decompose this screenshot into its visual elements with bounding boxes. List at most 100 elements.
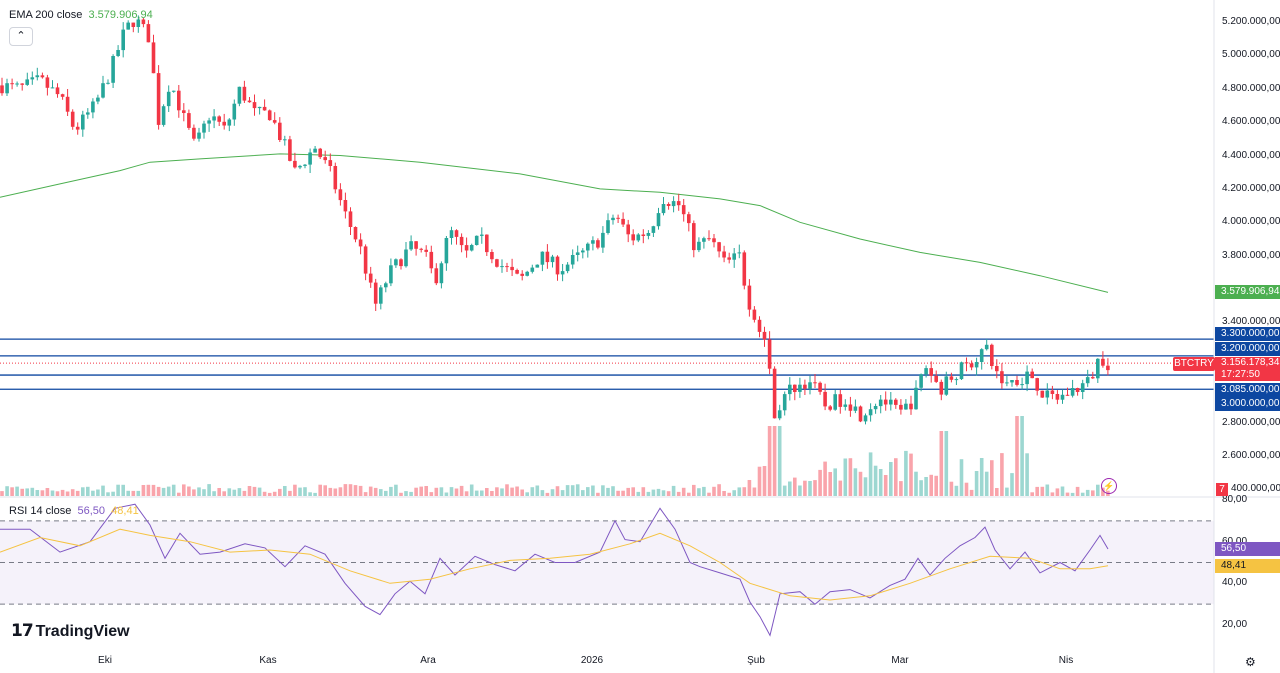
volume-bar — [889, 462, 893, 496]
candle-body — [111, 56, 115, 83]
candle-body — [914, 387, 918, 410]
volume-bar — [1075, 486, 1080, 496]
volume-bar — [182, 484, 186, 496]
candle-body — [166, 91, 171, 107]
candle-body — [954, 379, 959, 381]
time-axis-label: Eki — [98, 655, 112, 666]
candle-body — [505, 266, 509, 268]
candle-body — [899, 404, 903, 410]
candle-body — [550, 256, 555, 263]
volume-bar — [469, 484, 474, 496]
volume-bar — [454, 488, 459, 496]
candle-body — [979, 349, 984, 362]
candle-body — [995, 366, 999, 372]
candle-body — [661, 204, 666, 214]
lightning-icon[interactable]: ⚡ — [1101, 478, 1117, 494]
volume-bar — [136, 490, 141, 496]
candle-body — [70, 111, 75, 127]
candle-body — [813, 382, 817, 384]
volume-bar — [131, 490, 136, 496]
volume-bar — [70, 489, 75, 496]
volume-bar — [1085, 489, 1090, 496]
candle-body — [737, 252, 742, 254]
candle-body — [136, 19, 141, 27]
candle-body — [974, 362, 979, 368]
volume-bar — [838, 480, 843, 496]
volume-bar — [813, 480, 817, 496]
volume-bar — [449, 487, 454, 496]
candle-body — [333, 166, 338, 190]
volume-bar — [565, 485, 570, 496]
volume-bar — [692, 484, 696, 496]
volume-bar — [303, 487, 307, 496]
candle-body — [732, 253, 736, 260]
volume-bar — [333, 488, 338, 496]
volume-bar — [697, 488, 701, 496]
volume-bar — [843, 458, 848, 496]
volume-bar — [252, 486, 257, 496]
time-axis-label: Kas — [259, 655, 277, 666]
chevron-up-icon: ⌃ — [16, 30, 26, 42]
volume-bar — [45, 488, 50, 496]
candle-body — [328, 160, 333, 166]
candle-body — [878, 399, 883, 407]
candle-body — [379, 287, 383, 304]
tradingview-logo[interactable]: 𝟭𝟳 TradingView — [11, 621, 130, 641]
volume-bar — [96, 489, 100, 496]
candle-body — [308, 152, 312, 165]
candle-body — [596, 240, 600, 248]
ema-legend[interactable]: EMA 200 close 3.579.906,94 — [9, 9, 153, 21]
candle-body — [1005, 382, 1009, 384]
candle-body — [894, 399, 898, 405]
candle-body — [803, 384, 807, 389]
candle-body — [904, 403, 908, 410]
candle-body — [641, 234, 646, 236]
candle-body — [429, 251, 434, 269]
volume-bar — [485, 488, 489, 496]
volume-bar — [520, 489, 524, 496]
candle-body — [586, 243, 590, 251]
volume-bar — [793, 477, 797, 496]
volume-bar — [853, 468, 858, 496]
candle-body — [373, 282, 378, 304]
price-axis-label-2400000: 400.000,00 — [1231, 483, 1280, 494]
volume-bar — [939, 431, 944, 496]
volume-bar — [979, 458, 984, 496]
volume-bar — [343, 484, 348, 496]
candle-body — [252, 102, 257, 109]
candle-body — [75, 126, 80, 130]
volume-bar — [545, 492, 550, 496]
volume-bar — [227, 488, 232, 496]
settings-icon[interactable]: ⚙ — [1245, 655, 1256, 669]
collapse-legend-button[interactable]: ⌃ — [9, 27, 33, 46]
rsi-legend[interactable]: RSI 14 close 56,50 48,41 — [9, 505, 139, 517]
candle-body — [924, 368, 928, 375]
candle-body — [1080, 383, 1085, 392]
volume-bar — [747, 480, 752, 496]
candle-body — [697, 241, 701, 251]
candle-body — [671, 201, 676, 207]
candle-body — [752, 309, 757, 320]
ema-price-tag: 3.579.906,94 — [1215, 285, 1280, 299]
candle-body — [86, 112, 90, 115]
volume-bar — [156, 486, 161, 496]
volume-bar — [581, 490, 585, 496]
candle-body — [298, 165, 302, 168]
price-axis-label: 4.600.000,00 — [1222, 116, 1280, 128]
volume-bar — [368, 486, 373, 496]
candle-body — [722, 251, 726, 258]
volume-bar — [1015, 416, 1019, 496]
volume-bar — [111, 491, 115, 496]
candle-body — [313, 148, 317, 153]
level-tag-3000000: 3.000.000,00 — [1215, 397, 1280, 411]
candle-body — [692, 223, 696, 251]
candle-body — [1096, 358, 1100, 379]
candle-body — [237, 86, 242, 104]
volume-bar — [348, 484, 353, 496]
volume-bar — [616, 490, 620, 496]
volume-bar — [247, 486, 252, 496]
volume-bar — [828, 472, 832, 496]
volume-bar — [914, 471, 918, 496]
candle-body — [293, 160, 297, 168]
